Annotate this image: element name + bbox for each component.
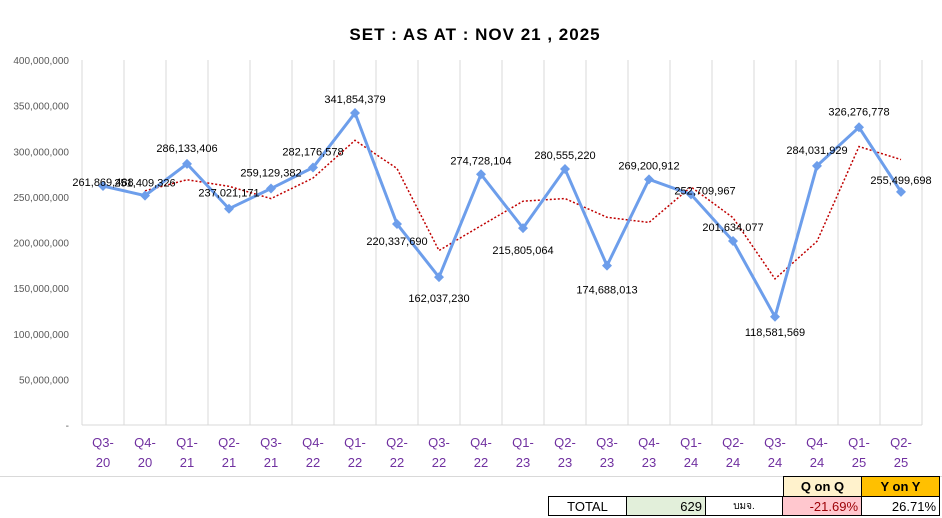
data-label: 280,555,220 xyxy=(534,150,595,162)
x-tick-label: Q3-22 xyxy=(428,435,450,470)
data-label: 174,688,013 xyxy=(576,285,637,297)
y-tick-label: - xyxy=(66,421,69,432)
data-point-marker xyxy=(182,158,192,169)
data-point-marker xyxy=(98,181,108,192)
data-label: 252,709,967 xyxy=(674,185,735,197)
data-point-marker xyxy=(560,163,570,174)
x-tick-label: Q2-24 xyxy=(722,435,744,470)
y-tick-label: 100,000,000 xyxy=(13,330,69,341)
data-point-marker xyxy=(392,218,402,229)
x-tick-label: Q1-23 xyxy=(512,435,534,470)
data-label: 201,634,077 xyxy=(702,222,763,234)
data-point-marker xyxy=(308,162,318,173)
data-point-marker xyxy=(350,108,360,119)
y-tick-label: 250,000,000 xyxy=(13,193,69,204)
x-tick-label: Q2-21 xyxy=(218,435,240,470)
data-label: 220,337,690 xyxy=(366,236,427,248)
y-tick-label: 150,000,000 xyxy=(13,284,69,295)
data-point-marker xyxy=(140,190,150,201)
qoq-header: Q on Q xyxy=(783,476,862,496)
y-tick-label: 400,000,000 xyxy=(13,56,69,67)
data-point-marker xyxy=(518,223,528,234)
data-point-marker xyxy=(896,186,906,197)
x-tick-label: Q4-23 xyxy=(638,435,660,470)
data-point-marker xyxy=(434,272,444,283)
data-label: 215,805,064 xyxy=(492,245,553,257)
x-tick-label: Q3-20 xyxy=(92,435,114,470)
y-tick-label: 300,000,000 xyxy=(13,147,69,158)
data-label: 259,129,382 xyxy=(240,168,301,180)
yoy-header: Y on Y xyxy=(862,476,940,496)
y-tick-label: 50,000,000 xyxy=(19,375,69,386)
x-tick-label: Q4-22 xyxy=(302,435,324,470)
qoq-value: -21.69% xyxy=(783,496,862,516)
unit-label: บมจ. xyxy=(706,496,783,516)
data-label: 269,200,912 xyxy=(618,160,679,172)
data-label: 261,869,488 xyxy=(72,177,133,189)
y-tick-label: 200,000,000 xyxy=(13,239,69,250)
x-tick-label: Q2-25 xyxy=(890,435,912,470)
x-tick-label: Q1-22 xyxy=(344,435,366,470)
total-value: 629 xyxy=(627,496,706,516)
data-label: 118,581,569 xyxy=(745,327,805,339)
x-tick-label: Q1-21 xyxy=(176,435,198,470)
data-label: 286,133,406 xyxy=(156,143,217,155)
x-tick-label: Q3-24 xyxy=(764,435,786,470)
x-tick-label: Q3-21 xyxy=(260,435,282,470)
data-label: 251,409,326 xyxy=(114,178,175,190)
data-label: 237,021,171 xyxy=(198,188,259,200)
x-tick-label: Q4-24 xyxy=(806,435,828,470)
data-point-marker xyxy=(644,174,654,185)
series-line xyxy=(102,110,903,321)
data-point-marker xyxy=(476,169,486,180)
data-label: 162,037,230 xyxy=(408,293,469,305)
x-tick-label: Q3-23 xyxy=(596,435,618,470)
x-tick-label: Q4-20 xyxy=(134,435,156,470)
data-label: 282,176,578 xyxy=(282,147,343,159)
x-tick-label: Q4-22 xyxy=(470,435,492,470)
data-point-marker xyxy=(224,203,234,214)
data-point-marker xyxy=(854,122,864,133)
data-label: 255,499,698 xyxy=(870,175,931,187)
moving-average-line xyxy=(144,139,902,281)
data-point-marker xyxy=(770,311,780,322)
y-tick-label: 350,000,000 xyxy=(13,102,69,113)
x-tick-label: Q1-25 xyxy=(848,435,870,470)
data-point-marker xyxy=(266,183,276,194)
data-point-marker xyxy=(728,236,738,247)
x-tick-label: Q1-24 xyxy=(680,435,702,470)
data-label: 326,276,778 xyxy=(828,106,889,118)
total-label: TOTAL xyxy=(548,496,627,516)
data-label: 341,854,379 xyxy=(324,94,385,106)
x-tick-label: Q2-22 xyxy=(386,435,408,470)
chart-title: SET : AS AT : NOV 21 , 2025 xyxy=(349,25,600,44)
data-point-marker xyxy=(812,160,822,171)
yoy-value: 26.71% xyxy=(862,496,940,516)
data-point-marker xyxy=(602,260,612,271)
data-label: 274,728,104 xyxy=(450,155,511,167)
x-tick-label: Q2-23 xyxy=(554,435,576,470)
line-chart: SET : AS AT : NOV 21 , 2025 - 50,000,000 1… xyxy=(13,25,931,470)
sheet-gridline xyxy=(0,476,942,477)
data-label: 284,031,929 xyxy=(786,145,847,157)
data-point-marker xyxy=(686,189,696,200)
